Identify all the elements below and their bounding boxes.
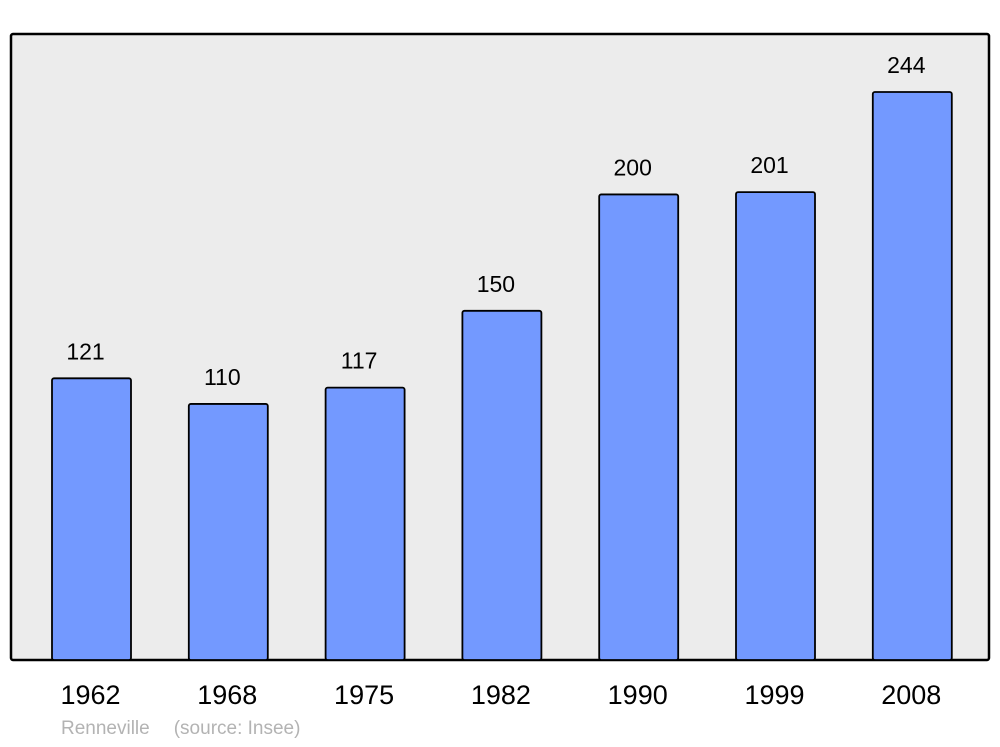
data-label-1990: 200: [614, 154, 652, 180]
bar-1975: [324, 386, 406, 661]
bar-1982: [461, 309, 543, 661]
bar-1999: [735, 191, 816, 661]
data-label-1975: 117: [341, 348, 378, 374]
x-tick-label-2008: 2008: [881, 680, 941, 710]
x-tick-label-1999: 1999: [744, 680, 804, 710]
x-tick-label-1990: 1990: [608, 680, 668, 710]
chart-footer: Renneville (source: Insee): [61, 718, 324, 740]
bar-1990: [598, 193, 680, 661]
data-label-1962: 121: [66, 338, 104, 364]
source-note: (source: Insee): [173, 718, 301, 739]
x-tick-label-1982: 1982: [471, 680, 531, 710]
x-tick-label-1962: 1962: [60, 680, 120, 710]
x-tick-label-1975: 1975: [334, 680, 394, 710]
data-label-2008: 244: [887, 52, 926, 78]
x-tick-label-1968: 1968: [197, 680, 257, 710]
data-label-1999: 201: [750, 152, 788, 178]
data-label-1968: 110: [204, 364, 241, 390]
bar-1962: [51, 377, 132, 661]
bar-2008: [871, 91, 953, 661]
place-name: Renneville: [61, 718, 150, 739]
data-label-1982: 150: [477, 271, 515, 297]
bar-1968: [187, 403, 269, 661]
